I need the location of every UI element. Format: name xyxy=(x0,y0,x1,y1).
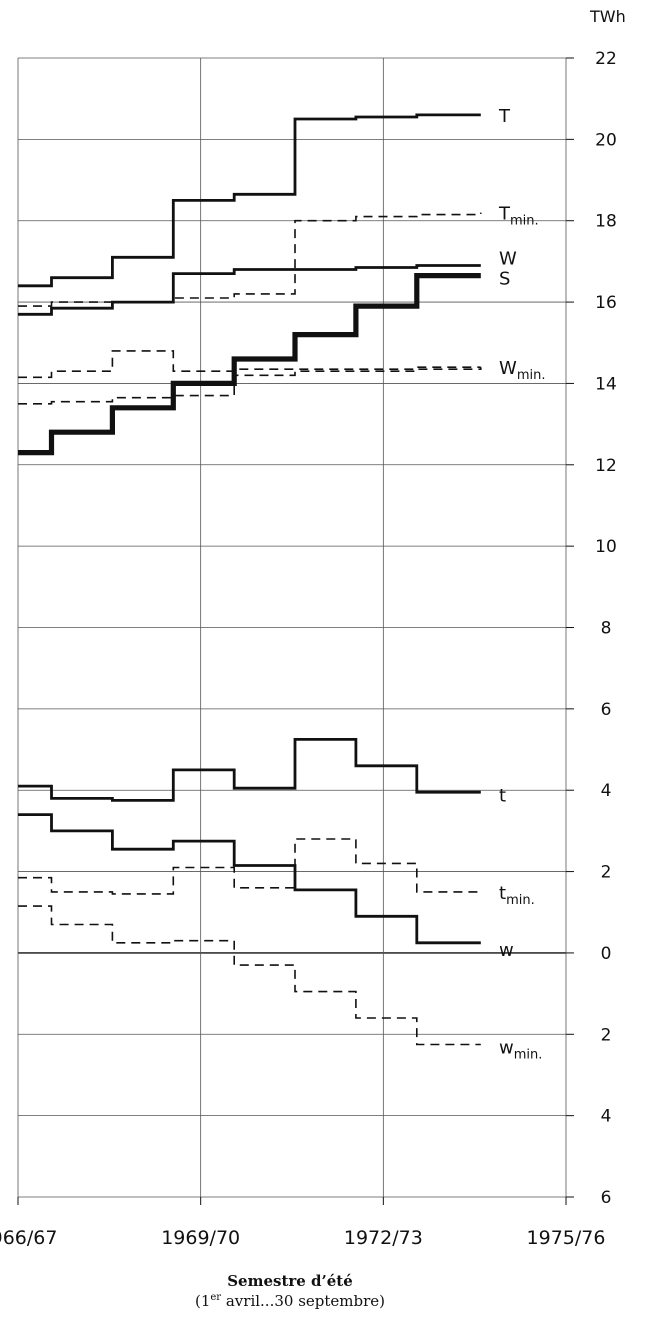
y-tick-label: 2 xyxy=(601,863,612,883)
series-line-t-min xyxy=(18,212,482,307)
y-tick-label: 2 xyxy=(601,1025,612,1045)
series-label-w-min: Wmin. xyxy=(499,358,545,383)
caption-title: Semestre d’été xyxy=(227,1272,353,1290)
y-tick-label: 10 xyxy=(595,537,617,557)
caption-superscript: er xyxy=(210,1292,222,1303)
x-tick-label: 1966/67 xyxy=(0,1227,57,1249)
series-line-w xyxy=(18,813,481,945)
series-label-t: t xyxy=(499,785,506,806)
chart-caption: Semestre d’été (1er avril...30 septembre… xyxy=(0,1272,580,1310)
series-label-w: W xyxy=(499,248,517,269)
x-tick-label: 1972/73 xyxy=(344,1227,423,1249)
y-tick-label: 16 xyxy=(595,293,617,313)
y-tick-label: 6 xyxy=(601,1188,612,1208)
y-tick-label: 22 xyxy=(595,49,617,69)
y-tick-label: 4 xyxy=(601,1107,612,1127)
series-label-layer: T Tmin. WS Wmin. t tmin. w wmin. xyxy=(498,106,545,1063)
y-tick-label: 18 xyxy=(595,212,617,232)
series-layer xyxy=(18,113,482,1046)
y-tick-label: 12 xyxy=(595,456,617,476)
series-line-x xyxy=(18,367,482,405)
y-tick-label: 0 xyxy=(601,944,612,964)
x-tick-label: 1975/76 xyxy=(527,1227,606,1249)
series-line-t xyxy=(18,738,481,802)
series-line-t-min xyxy=(18,838,481,895)
x-tick-label: 1969/70 xyxy=(161,1227,240,1249)
series-label-t-min: tmin. xyxy=(499,883,535,908)
series-line-t xyxy=(18,113,481,288)
caption-subtitle-start: (1 xyxy=(194,1292,211,1310)
grid xyxy=(17,57,567,1198)
y-tick-label: 6 xyxy=(601,700,612,720)
series-label-w: w xyxy=(499,940,514,961)
caption-subtitle: (1er avril...30 septembre) xyxy=(0,1292,580,1310)
tick-label-layer: 22201816141210864202461966/671969/701972… xyxy=(0,49,617,1249)
caption-subtitle-end: avril...30 septembre) xyxy=(221,1292,386,1310)
y-tick-label: 20 xyxy=(595,130,617,150)
y-tick-label: 14 xyxy=(595,374,617,394)
series-line-x xyxy=(18,905,481,1046)
y-tick-label: 8 xyxy=(601,619,612,639)
axes xyxy=(17,57,574,1205)
y-tick-label: 4 xyxy=(601,781,612,801)
series-label-s: S xyxy=(499,269,510,290)
series-label-t-min: Tmin. xyxy=(498,204,539,229)
series-line-w-min xyxy=(18,350,481,379)
unit-label: TWh xyxy=(589,7,626,26)
series-line-w xyxy=(18,264,481,316)
series-label-t: T xyxy=(498,106,511,127)
series-label-w-min: wmin. xyxy=(499,1037,542,1062)
